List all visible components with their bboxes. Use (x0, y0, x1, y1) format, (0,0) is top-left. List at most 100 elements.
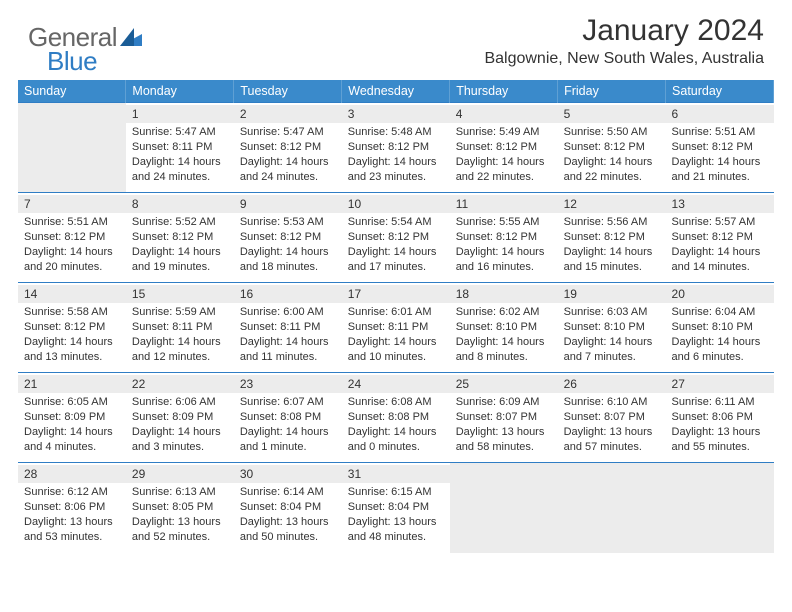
day-number: 1 (126, 105, 234, 123)
sunset-text: Sunset: 8:12 PM (24, 230, 120, 245)
calendar-day-cell: 6Sunrise: 5:51 AMSunset: 8:12 PMDaylight… (666, 103, 774, 193)
day-number: 23 (234, 375, 342, 393)
sunset-text: Sunset: 8:06 PM (672, 410, 768, 425)
sunset-text: Sunset: 8:04 PM (240, 500, 336, 515)
sunrise-text: Sunrise: 6:03 AM (564, 305, 660, 320)
day-number: 19 (558, 285, 666, 303)
day-number: 13 (666, 195, 774, 213)
sunrise-text: Sunrise: 6:08 AM (348, 395, 444, 410)
calendar-day-cell: 24Sunrise: 6:08 AMSunset: 8:08 PMDayligh… (342, 373, 450, 463)
daylight-text: and 3 minutes. (132, 440, 228, 455)
sunrise-text: Sunrise: 6:01 AM (348, 305, 444, 320)
sunset-text: Sunset: 8:12 PM (672, 140, 768, 155)
daylight-text: Daylight: 14 hours (240, 335, 336, 350)
daylight-text: and 57 minutes. (564, 440, 660, 455)
calendar-week-row: 1Sunrise: 5:47 AMSunset: 8:11 PMDaylight… (18, 103, 774, 193)
calendar-day-cell: 20Sunrise: 6:04 AMSunset: 8:10 PMDayligh… (666, 283, 774, 373)
daylight-text: and 16 minutes. (456, 260, 552, 275)
sunrise-text: Sunrise: 5:52 AM (132, 215, 228, 230)
sunset-text: Sunset: 8:06 PM (24, 500, 120, 515)
calendar-day-cell: 14Sunrise: 5:58 AMSunset: 8:12 PMDayligh… (18, 283, 126, 373)
daylight-text: Daylight: 14 hours (132, 155, 228, 170)
sunset-text: Sunset: 8:12 PM (456, 230, 552, 245)
daylight-text: Daylight: 13 hours (456, 425, 552, 440)
calendar-day-cell: 23Sunrise: 6:07 AMSunset: 8:08 PMDayligh… (234, 373, 342, 463)
calendar-day-cell: 17Sunrise: 6:01 AMSunset: 8:11 PMDayligh… (342, 283, 450, 373)
day-number: 25 (450, 375, 558, 393)
day-number: 14 (18, 285, 126, 303)
weekday-head: Wednesday (342, 80, 450, 103)
daylight-text: Daylight: 14 hours (24, 425, 120, 440)
calendar-empty-cell (558, 463, 666, 553)
calendar-day-cell: 5Sunrise: 5:50 AMSunset: 8:12 PMDaylight… (558, 103, 666, 193)
calendar-day-cell: 31Sunrise: 6:15 AMSunset: 8:04 PMDayligh… (342, 463, 450, 553)
daylight-text: Daylight: 14 hours (132, 245, 228, 260)
daylight-text: and 48 minutes. (348, 530, 444, 545)
calendar-day-cell: 12Sunrise: 5:56 AMSunset: 8:12 PMDayligh… (558, 193, 666, 283)
sunset-text: Sunset: 8:05 PM (132, 500, 228, 515)
calendar-day-cell: 21Sunrise: 6:05 AMSunset: 8:09 PMDayligh… (18, 373, 126, 463)
daylight-text: Daylight: 13 hours (564, 425, 660, 440)
daylight-text: Daylight: 13 hours (24, 515, 120, 530)
logo-text-2-wrap: Blue (47, 46, 97, 77)
daylight-text: and 6 minutes. (672, 350, 768, 365)
sunset-text: Sunset: 8:12 PM (240, 230, 336, 245)
sunrise-text: Sunrise: 6:02 AM (456, 305, 552, 320)
calendar-day-cell: 22Sunrise: 6:06 AMSunset: 8:09 PMDayligh… (126, 373, 234, 463)
daylight-text: and 13 minutes. (24, 350, 120, 365)
sunset-text: Sunset: 8:07 PM (564, 410, 660, 425)
weekday-head: Thursday (450, 80, 558, 103)
sunrise-text: Sunrise: 6:05 AM (24, 395, 120, 410)
calendar-day-cell: 8Sunrise: 5:52 AMSunset: 8:12 PMDaylight… (126, 193, 234, 283)
sunset-text: Sunset: 8:11 PM (240, 320, 336, 335)
day-number: 22 (126, 375, 234, 393)
day-number: 15 (126, 285, 234, 303)
daylight-text: and 10 minutes. (348, 350, 444, 365)
sunrise-text: Sunrise: 5:56 AM (564, 215, 660, 230)
daylight-text: and 24 minutes. (240, 170, 336, 185)
sunset-text: Sunset: 8:08 PM (348, 410, 444, 425)
calendar-body: 1Sunrise: 5:47 AMSunset: 8:11 PMDaylight… (18, 103, 774, 553)
sunrise-text: Sunrise: 5:48 AM (348, 125, 444, 140)
sunset-text: Sunset: 8:11 PM (132, 320, 228, 335)
calendar-week-row: 7Sunrise: 5:51 AMSunset: 8:12 PMDaylight… (18, 193, 774, 283)
daylight-text: Daylight: 14 hours (240, 155, 336, 170)
calendar-day-cell: 25Sunrise: 6:09 AMSunset: 8:07 PMDayligh… (450, 373, 558, 463)
sunset-text: Sunset: 8:12 PM (348, 140, 444, 155)
sunrise-text: Sunrise: 6:15 AM (348, 485, 444, 500)
day-number: 27 (666, 375, 774, 393)
daylight-text: and 50 minutes. (240, 530, 336, 545)
calendar-day-cell: 2Sunrise: 5:47 AMSunset: 8:12 PMDaylight… (234, 103, 342, 193)
sunrise-text: Sunrise: 5:54 AM (348, 215, 444, 230)
calendar-day-cell: 10Sunrise: 5:54 AMSunset: 8:12 PMDayligh… (342, 193, 450, 283)
calendar-day-cell: 13Sunrise: 5:57 AMSunset: 8:12 PMDayligh… (666, 193, 774, 283)
sunrise-text: Sunrise: 5:53 AM (240, 215, 336, 230)
sunrise-text: Sunrise: 6:13 AM (132, 485, 228, 500)
day-number: 8 (126, 195, 234, 213)
sunrise-text: Sunrise: 6:04 AM (672, 305, 768, 320)
day-number: 7 (18, 195, 126, 213)
daylight-text: Daylight: 14 hours (24, 335, 120, 350)
daylight-text: and 7 minutes. (564, 350, 660, 365)
day-number: 18 (450, 285, 558, 303)
daylight-text: and 53 minutes. (24, 530, 120, 545)
daylight-text: and 23 minutes. (348, 170, 444, 185)
calendar-day-cell: 19Sunrise: 6:03 AMSunset: 8:10 PMDayligh… (558, 283, 666, 373)
sunrise-text: Sunrise: 6:06 AM (132, 395, 228, 410)
day-number: 2 (234, 105, 342, 123)
daylight-text: and 18 minutes. (240, 260, 336, 275)
sunrise-text: Sunrise: 6:09 AM (456, 395, 552, 410)
daylight-text: Daylight: 14 hours (348, 155, 444, 170)
daylight-text: and 4 minutes. (24, 440, 120, 455)
daylight-text: and 20 minutes. (24, 260, 120, 275)
daylight-text: and 55 minutes. (672, 440, 768, 455)
daylight-text: Daylight: 14 hours (240, 245, 336, 260)
calendar-day-cell: 15Sunrise: 5:59 AMSunset: 8:11 PMDayligh… (126, 283, 234, 373)
sunrise-text: Sunrise: 6:11 AM (672, 395, 768, 410)
sunrise-text: Sunrise: 6:14 AM (240, 485, 336, 500)
daylight-text: Daylight: 14 hours (348, 425, 444, 440)
page-title: January 2024 (582, 14, 764, 48)
day-number: 4 (450, 105, 558, 123)
sunset-text: Sunset: 8:12 PM (564, 140, 660, 155)
daylight-text: and 8 minutes. (456, 350, 552, 365)
